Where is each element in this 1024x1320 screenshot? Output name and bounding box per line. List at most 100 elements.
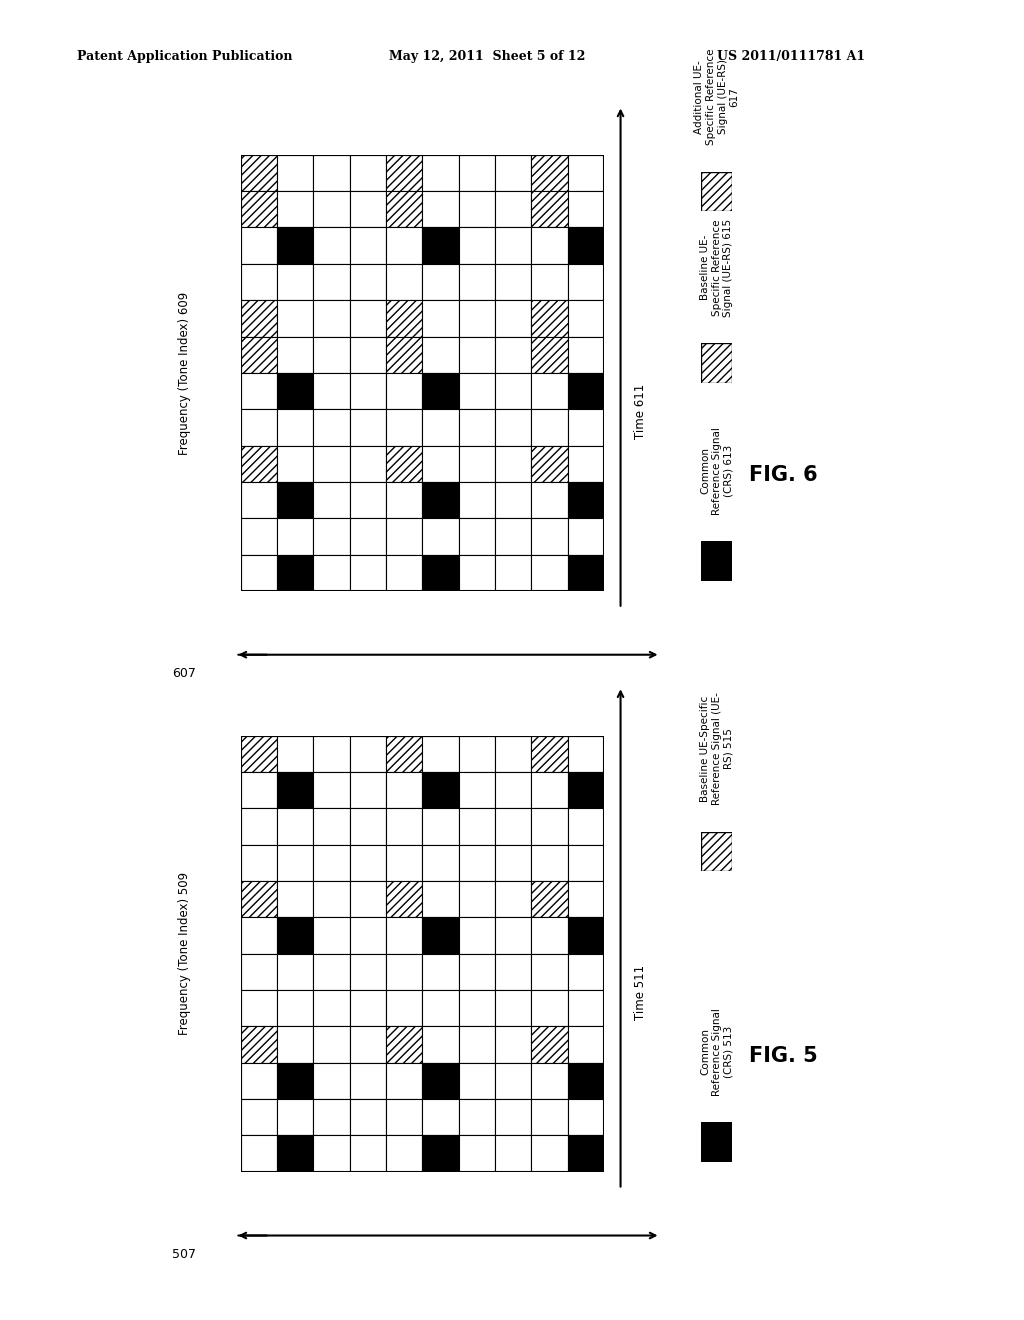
- Bar: [386, 1027, 422, 1063]
- Bar: [459, 953, 495, 990]
- Bar: [276, 1063, 313, 1100]
- Bar: [459, 772, 495, 808]
- Bar: [495, 446, 531, 482]
- Bar: [459, 482, 495, 519]
- Bar: [313, 880, 349, 917]
- Bar: [459, 372, 495, 409]
- Bar: [531, 1100, 567, 1135]
- Text: Baseline UE-
Specific Reference
Signal (UE-RS) 615: Baseline UE- Specific Reference Signal (…: [700, 219, 733, 317]
- Bar: [459, 880, 495, 917]
- Bar: [531, 409, 567, 446]
- Bar: [495, 808, 531, 845]
- Bar: [531, 808, 567, 845]
- Text: Common
Reference Signal
(CRS) 513: Common Reference Signal (CRS) 513: [700, 1007, 733, 1096]
- Bar: [495, 227, 531, 264]
- Bar: [495, 880, 531, 917]
- Bar: [567, 1100, 604, 1135]
- Bar: [349, 772, 386, 808]
- Bar: [531, 917, 567, 953]
- Bar: [386, 154, 422, 191]
- Bar: [276, 880, 313, 917]
- Bar: [276, 446, 313, 482]
- Bar: [276, 735, 313, 772]
- Bar: [422, 772, 459, 808]
- Bar: [567, 880, 604, 917]
- Bar: [459, 808, 495, 845]
- Bar: [386, 519, 422, 554]
- Bar: [459, 519, 495, 554]
- Bar: [386, 554, 422, 591]
- Bar: [313, 409, 349, 446]
- Bar: [313, 372, 349, 409]
- Bar: [313, 482, 349, 519]
- Bar: [276, 990, 313, 1027]
- Bar: [276, 1135, 313, 1172]
- Bar: [422, 880, 459, 917]
- Bar: [459, 264, 495, 300]
- Bar: [349, 1027, 386, 1063]
- Bar: [241, 337, 276, 372]
- Bar: [422, 482, 459, 519]
- Bar: [422, 990, 459, 1027]
- Bar: [531, 482, 567, 519]
- Bar: [422, 735, 459, 772]
- Bar: [495, 482, 531, 519]
- Bar: [422, 554, 459, 591]
- Bar: [276, 554, 313, 591]
- Bar: [276, 191, 313, 227]
- Bar: [567, 554, 604, 591]
- Bar: [495, 519, 531, 554]
- Bar: [495, 845, 531, 880]
- Bar: [349, 191, 386, 227]
- Bar: [386, 735, 422, 772]
- Bar: [567, 735, 604, 772]
- Bar: [459, 191, 495, 227]
- Bar: [495, 554, 531, 591]
- Bar: [386, 808, 422, 845]
- Bar: [386, 409, 422, 446]
- Bar: [422, 300, 459, 337]
- Bar: [567, 845, 604, 880]
- Bar: [422, 1027, 459, 1063]
- Bar: [241, 1135, 276, 1172]
- Bar: [313, 845, 349, 880]
- Bar: [349, 808, 386, 845]
- Bar: [349, 1063, 386, 1100]
- Bar: [567, 1027, 604, 1063]
- Bar: [422, 1135, 459, 1172]
- Bar: [531, 735, 567, 772]
- Bar: [422, 917, 459, 953]
- Bar: [531, 880, 567, 917]
- Bar: [241, 482, 276, 519]
- Text: FIG. 5: FIG. 5: [749, 1045, 818, 1067]
- Bar: [386, 1063, 422, 1100]
- Bar: [276, 264, 313, 300]
- Text: FIG. 6: FIG. 6: [749, 465, 818, 486]
- Bar: [241, 227, 276, 264]
- Bar: [459, 845, 495, 880]
- Bar: [241, 519, 276, 554]
- Bar: [422, 372, 459, 409]
- Text: Frequency (Tone Index) 509: Frequency (Tone Index) 509: [178, 873, 190, 1035]
- Bar: [349, 409, 386, 446]
- Bar: [422, 845, 459, 880]
- Bar: [349, 300, 386, 337]
- Bar: [495, 154, 531, 191]
- Bar: [276, 227, 313, 264]
- Bar: [349, 372, 386, 409]
- Bar: [531, 154, 567, 191]
- Bar: [459, 409, 495, 446]
- Bar: [531, 953, 567, 990]
- Bar: [495, 917, 531, 953]
- Bar: [241, 446, 276, 482]
- Bar: [386, 191, 422, 227]
- Bar: [459, 917, 495, 953]
- Bar: [276, 772, 313, 808]
- Bar: [422, 191, 459, 227]
- Bar: [459, 1100, 495, 1135]
- Bar: [313, 1100, 349, 1135]
- Bar: [459, 227, 495, 264]
- Bar: [313, 519, 349, 554]
- Bar: [422, 446, 459, 482]
- Bar: [459, 300, 495, 337]
